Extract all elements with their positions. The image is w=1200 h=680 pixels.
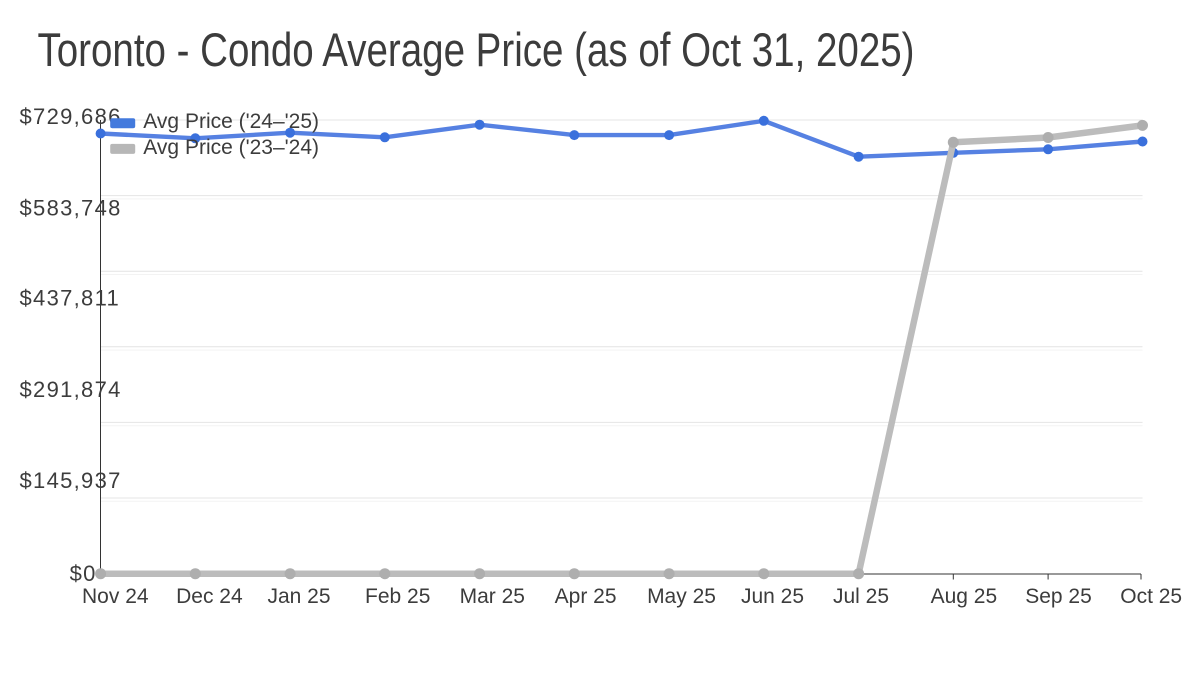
svg-text:Dec 24: Dec 24 (176, 585, 243, 608)
svg-text:$291,874: $291,874 (20, 377, 122, 402)
svg-text:$145,937: $145,937 (20, 468, 122, 493)
svg-text:Aug 25: Aug 25 (931, 585, 998, 608)
svg-text:Avg Price ('23–'24): Avg Price ('23–'24) (143, 136, 319, 159)
svg-text:Avg Price ('24–'25): Avg Price ('24–'25) (143, 110, 319, 133)
svg-text:Jan 25: Jan 25 (267, 585, 330, 608)
svg-text:Toronto - Condo Average Price: Toronto - Condo Average Price (as of Oct… (38, 23, 915, 76)
svg-text:$0: $0 (70, 561, 97, 586)
svg-text:May 25: May 25 (647, 585, 716, 608)
svg-text:$437,811: $437,811 (20, 285, 121, 310)
svg-text:Feb 25: Feb 25 (365, 585, 430, 608)
svg-text:Apr 25: Apr 25 (555, 585, 617, 608)
svg-text:Jul 25: Jul 25 (833, 585, 889, 608)
svg-text:Nov 24: Nov 24 (82, 585, 149, 608)
svg-text:Jun 25: Jun 25 (741, 585, 804, 608)
svg-text:Sep 25: Sep 25 (1025, 585, 1092, 608)
svg-text:Oct 25: Oct 25 (1120, 585, 1182, 608)
svg-text:Mar 25: Mar 25 (460, 585, 525, 608)
svg-text:$729,686: $729,686 (20, 104, 122, 129)
svg-text:$583,748: $583,748 (20, 196, 122, 221)
